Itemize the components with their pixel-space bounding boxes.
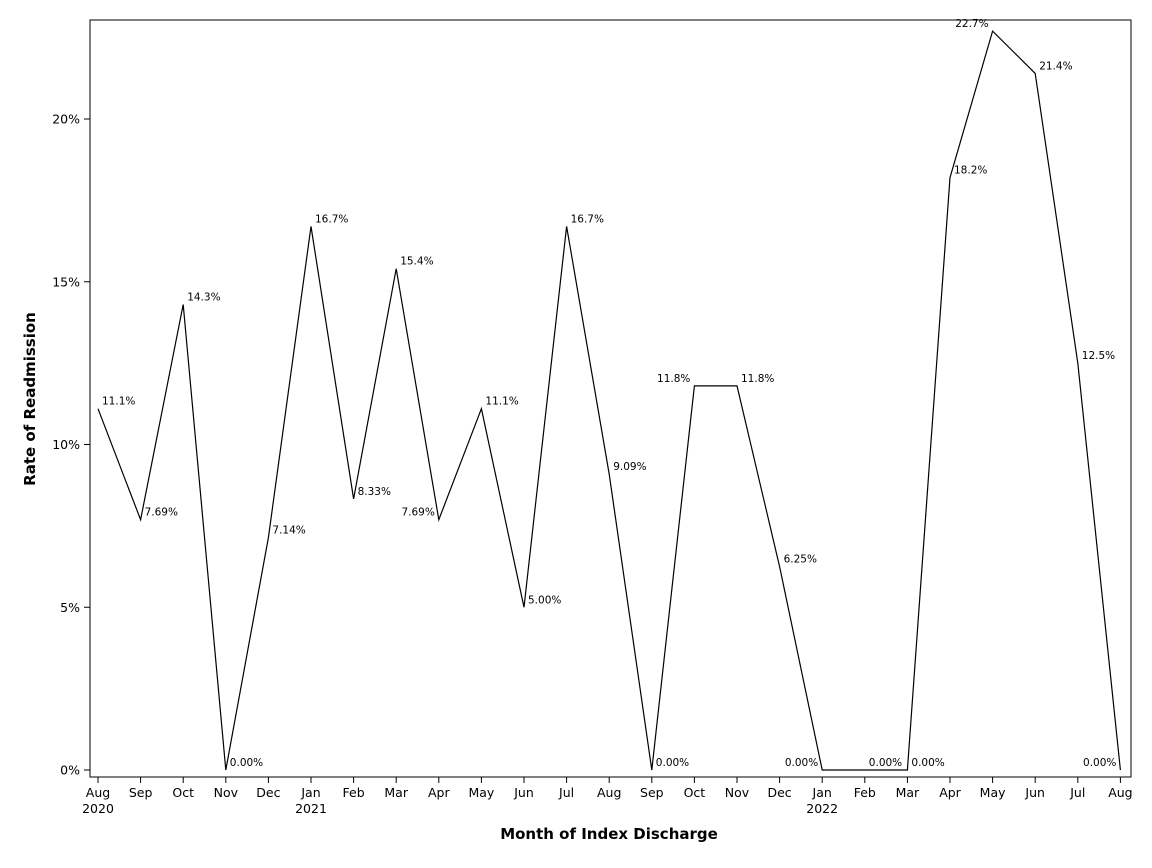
data-label: 0.00% — [869, 757, 902, 769]
data-label: 0.00% — [656, 757, 689, 769]
data-label: 14.3% — [187, 292, 220, 304]
data-label: 12.5% — [1082, 350, 1115, 362]
x-tick-label: Oct — [172, 785, 194, 800]
data-label: 16.7% — [571, 213, 604, 225]
plot-frame — [89, 19, 1132, 778]
data-label: 0.00% — [785, 757, 818, 769]
data-label: 7.69% — [401, 507, 434, 519]
x-tick-label: Jun — [1024, 785, 1045, 800]
y-tick-label: 15% — [52, 274, 80, 289]
x-tick-label: Feb — [854, 785, 876, 800]
x-tick-label: Nov — [725, 785, 750, 800]
x-tick-label: Aug — [1108, 785, 1132, 800]
x-tick-label: Aug — [86, 785, 110, 800]
x-tick-label: Sep — [640, 785, 664, 800]
data-label: 7.14% — [272, 525, 305, 537]
data-label: 11.1% — [485, 396, 518, 408]
x-tick-label: Jan — [300, 785, 320, 800]
series-rate — [97, 29, 1121, 771]
y-tick-label: 0% — [60, 763, 80, 778]
x-tick-label: Jun — [513, 785, 534, 800]
y-tick-label: 10% — [52, 437, 80, 452]
data-label: 16.7% — [315, 213, 348, 225]
data-label: 21.4% — [1039, 60, 1072, 72]
x-tick-label: Mar — [384, 785, 408, 800]
data-label: 0.00% — [911, 757, 944, 769]
x-tick-label: Mar — [896, 785, 920, 800]
x-tick-label: Nov — [214, 785, 239, 800]
x-tick-year-label: 2020 — [82, 801, 114, 816]
data-label: 5.00% — [528, 594, 561, 606]
data-label: 11.1% — [102, 396, 135, 408]
x-tick-label: Feb — [343, 785, 365, 800]
y-axis-title: Rate of Readmission — [21, 312, 39, 486]
x-tick-label: May — [980, 785, 1006, 800]
x-axis-title: Month of Index Discharge — [500, 825, 718, 843]
x-tick-label: Jan — [812, 785, 832, 800]
data-label: 0.00% — [230, 757, 263, 769]
x-tick-label: Dec — [767, 785, 791, 800]
y-axis: 0% 5% 10% 15% 20% — [52, 112, 90, 778]
data-label: 9.09% — [613, 461, 646, 473]
data-labels: 11.1% 7.69% 14.3% 0.00% 7.14% 16.7% 8.33% 15.4%… — [102, 18, 1116, 769]
x-tick-year-label: 2021 — [295, 801, 327, 816]
x-tick-label: Apr — [939, 785, 961, 800]
x-tick-label: Aug — [597, 785, 621, 800]
y-tick-label: 5% — [60, 600, 80, 615]
x-tick-label: Apr — [428, 785, 450, 800]
data-label: 11.8% — [657, 373, 690, 385]
series-line — [97, 29, 1121, 771]
x-tick-label: Sep — [129, 785, 153, 800]
x-tick-label: Jul — [558, 785, 574, 800]
data-label: 18.2% — [954, 165, 987, 177]
data-label: 22.7% — [955, 18, 988, 30]
x-tick-label: Dec — [256, 785, 280, 800]
x-tick-label: Jul — [1069, 785, 1085, 800]
x-tick-label: May — [468, 785, 494, 800]
data-label: 11.8% — [741, 373, 774, 385]
data-label: 7.69% — [145, 507, 178, 519]
x-tick-label: Oct — [684, 785, 706, 800]
y-tick-label: 20% — [52, 112, 80, 127]
data-label: 15.4% — [400, 256, 433, 268]
x-tick-year-label: 2022 — [806, 801, 838, 816]
data-label: 6.25% — [784, 554, 817, 566]
data-label: 8.33% — [358, 486, 391, 498]
data-label: 0.00% — [1083, 757, 1116, 769]
